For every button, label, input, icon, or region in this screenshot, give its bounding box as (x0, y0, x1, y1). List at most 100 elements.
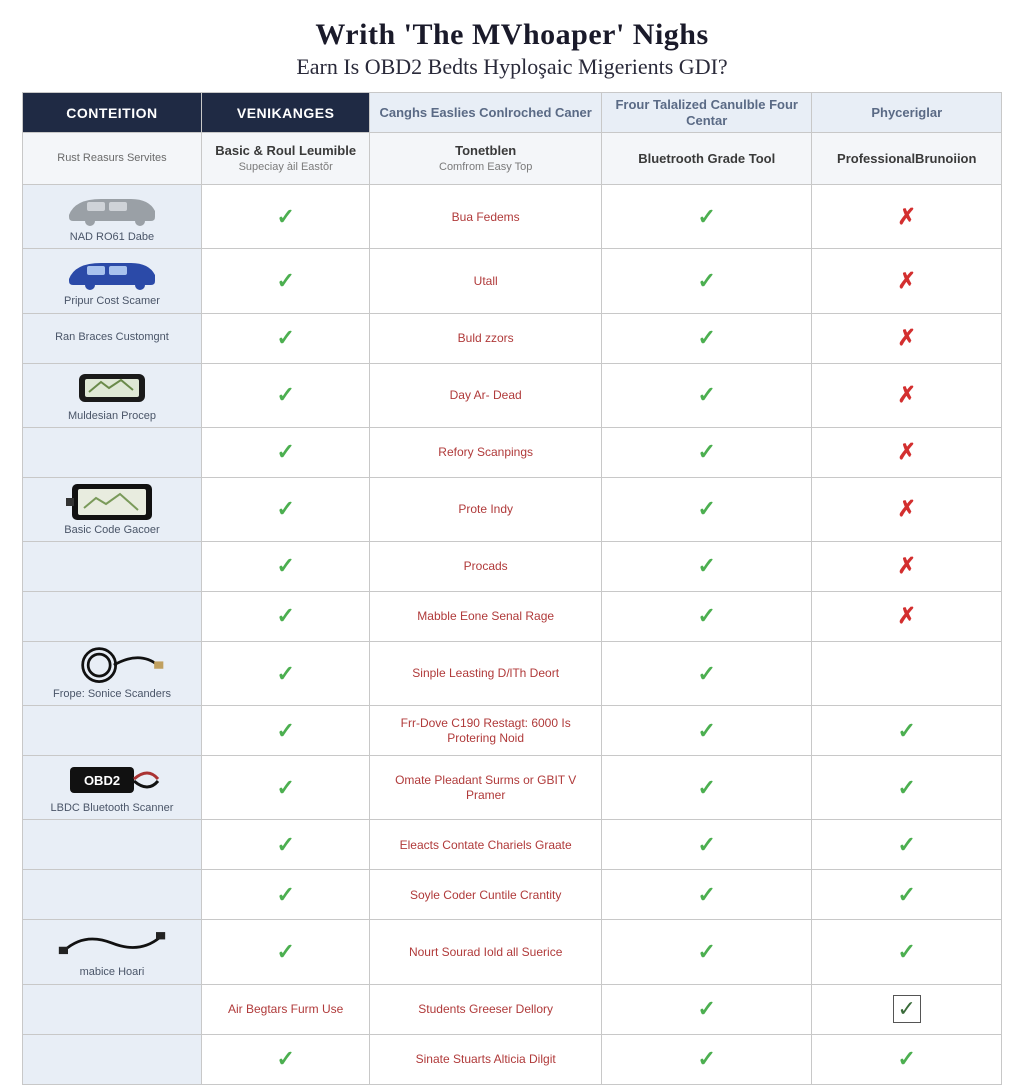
table-row: ✓Soyle Coder Cuntile Crantity✓✓ (23, 870, 1002, 920)
product-icon (57, 482, 167, 522)
row-mark-cell: ✓ (201, 920, 369, 984)
row-label-cell (23, 820, 202, 870)
product-icon (57, 189, 167, 229)
check-icon: ✓ (698, 775, 716, 800)
row-mark-cell: ✓ (601, 313, 812, 363)
check-icon: ✓ (276, 268, 294, 293)
row-caption: Pripur Cost Scamer (31, 295, 193, 308)
row-caption: Frope: Sonice Scanders (31, 688, 193, 701)
check-icon: ✓ (898, 939, 916, 964)
row-mark-cell: ✓ (601, 870, 812, 920)
check-icon: ✓ (276, 204, 294, 229)
table-row: Ran Braces Customgnt✓Buld zzors✓✗ (23, 313, 1002, 363)
check-icon: ✓ (276, 496, 294, 521)
row-feature-cell: Eleacts Contate Chariels Graate (370, 820, 602, 870)
row-mark-cell: ✓ (201, 641, 369, 705)
cross-icon: ✗ (898, 553, 916, 578)
check-icon: ✓ (698, 996, 716, 1021)
table-row: Basic Code Gacoer✓Prote Indy✓✗ (23, 477, 1002, 541)
subheader-0: Rust Reasurs Servites (23, 133, 202, 185)
check-icon: ✓ (698, 939, 716, 964)
row-mark-cell: ✓ (201, 427, 369, 477)
row-mark-cell: ✓ (601, 185, 812, 249)
row-mark-cell: ✗ (812, 363, 1002, 427)
row-mark-cell: ✓ (201, 363, 369, 427)
row-mark-cell: ✓ (201, 870, 369, 920)
row-mark-cell: ✗ (812, 541, 1002, 591)
product-icon (57, 253, 167, 293)
table-row: ✓Frr-Dove C190 Restagt: 6000 Is Proterin… (23, 706, 1002, 756)
svg-text:OBD2: OBD2 (84, 773, 120, 788)
check-icon: ✓ (276, 439, 294, 464)
row-mark-cell: ✓ (601, 363, 812, 427)
table-row: ✓Refory Scanpings✓✗ (23, 427, 1002, 477)
row-mark-cell: ✓ (201, 1034, 369, 1084)
row-feature-cell: Soyle Coder Cuntile Crantity (370, 870, 602, 920)
check-icon: ✓ (898, 718, 916, 743)
table-subheader-row: Rust Reasurs Servites Basic & Roul Leumi… (23, 133, 1002, 185)
row-note-cell: Air Begtars Furm Use (201, 984, 369, 1034)
row-mark-cell: ✓ (601, 706, 812, 756)
page-title: Writh 'The MVhoaper' Nighs (22, 18, 1002, 52)
row-mark-cell: ✓ (812, 984, 1002, 1034)
row-mark-cell: ✗ (812, 185, 1002, 249)
table-row: Pripur Cost Scamer✓Utall✓✗ (23, 249, 1002, 313)
check-boxed-icon: ✓ (893, 995, 921, 1023)
subheader-3: Bluetrooth Grade Tool (601, 133, 812, 185)
row-feature-cell: Nourt Sourad Iold all Suerice (370, 920, 602, 984)
table-row: ✓Eleacts Contate Chariels Graate✓✓ (23, 820, 1002, 870)
title-block: Writh 'The MVhoaper' Nighs Earn Is OBD2 … (22, 18, 1002, 80)
row-mark-cell (812, 641, 1002, 705)
row-caption: Muldesian Procep (31, 410, 193, 423)
row-mark-cell: ✓ (601, 984, 812, 1034)
row-mark-cell: ✓ (812, 920, 1002, 984)
row-mark-cell: ✓ (601, 920, 812, 984)
row-mark-cell: ✓ (601, 756, 812, 820)
check-icon: ✓ (698, 1046, 716, 1071)
row-label-cell: NAD RO61 Dabe (23, 185, 202, 249)
check-icon: ✓ (698, 325, 716, 350)
row-caption: mabice Hoari (31, 966, 193, 979)
row-feature-cell: Utall (370, 249, 602, 313)
row-label-cell: Muldesian Procep (23, 363, 202, 427)
col-header-1: VENIKANGES (201, 93, 369, 133)
check-icon: ✓ (276, 603, 294, 628)
check-icon: ✓ (276, 832, 294, 857)
check-icon: ✓ (698, 553, 716, 578)
row-mark-cell: ✗ (812, 313, 1002, 363)
row-mark-cell: ✓ (201, 591, 369, 641)
row-label-cell: Pripur Cost Scamer (23, 249, 202, 313)
row-mark-cell: ✓ (601, 249, 812, 313)
row-mark-cell: ✓ (601, 477, 812, 541)
row-mark-cell: ✓ (201, 313, 369, 363)
col-header-4: Phyceriglar (812, 93, 1002, 133)
row-mark-cell: ✗ (812, 427, 1002, 477)
row-mark-cell: ✗ (812, 591, 1002, 641)
table-row: ✓Procads✓✗ (23, 541, 1002, 591)
subheader-4: ProfessionalBrunoiion (812, 133, 1002, 185)
row-label-cell (23, 706, 202, 756)
row-feature-cell: Frr-Dove C190 Restagt: 6000 Is Protering… (370, 706, 602, 756)
row-caption: Basic Code Gacoer (31, 524, 193, 537)
row-mark-cell: ✓ (201, 249, 369, 313)
table-row: Muldesian Procep✓Day Ar- Dead✓✗ (23, 363, 1002, 427)
cross-icon: ✗ (898, 268, 916, 293)
row-mark-cell: ✓ (812, 706, 1002, 756)
subheader-1: Basic & Roul Leumible Supeciay àil Eastŏ… (201, 133, 369, 185)
row-label-cell: Frope: Sonice Scanders (23, 641, 202, 705)
row-mark-cell: ✗ (812, 477, 1002, 541)
row-feature-cell: Procads (370, 541, 602, 591)
product-icon (57, 924, 167, 964)
row-feature-cell: Omate Pleadant Surms or GBIT V Pramer (370, 756, 602, 820)
row-mark-cell: ✓ (812, 870, 1002, 920)
cross-icon: ✗ (898, 325, 916, 350)
cross-icon: ✗ (898, 439, 916, 464)
row-label-cell: Ran Braces Customgnt (23, 313, 202, 363)
row-mark-cell: ✓ (812, 756, 1002, 820)
comparison-table: CONTEITION VENIKANGES Canghs Easlies Con… (22, 92, 1002, 1085)
row-feature-cell: Students Greeser Dellory (370, 984, 602, 1034)
row-label-cell (23, 1034, 202, 1084)
page-subtitle: Earn Is OBD2 Bedts Hyploşaic Migerients … (22, 54, 1002, 80)
row-mark-cell: ✓ (201, 541, 369, 591)
row-feature-cell: Refory Scanpings (370, 427, 602, 477)
